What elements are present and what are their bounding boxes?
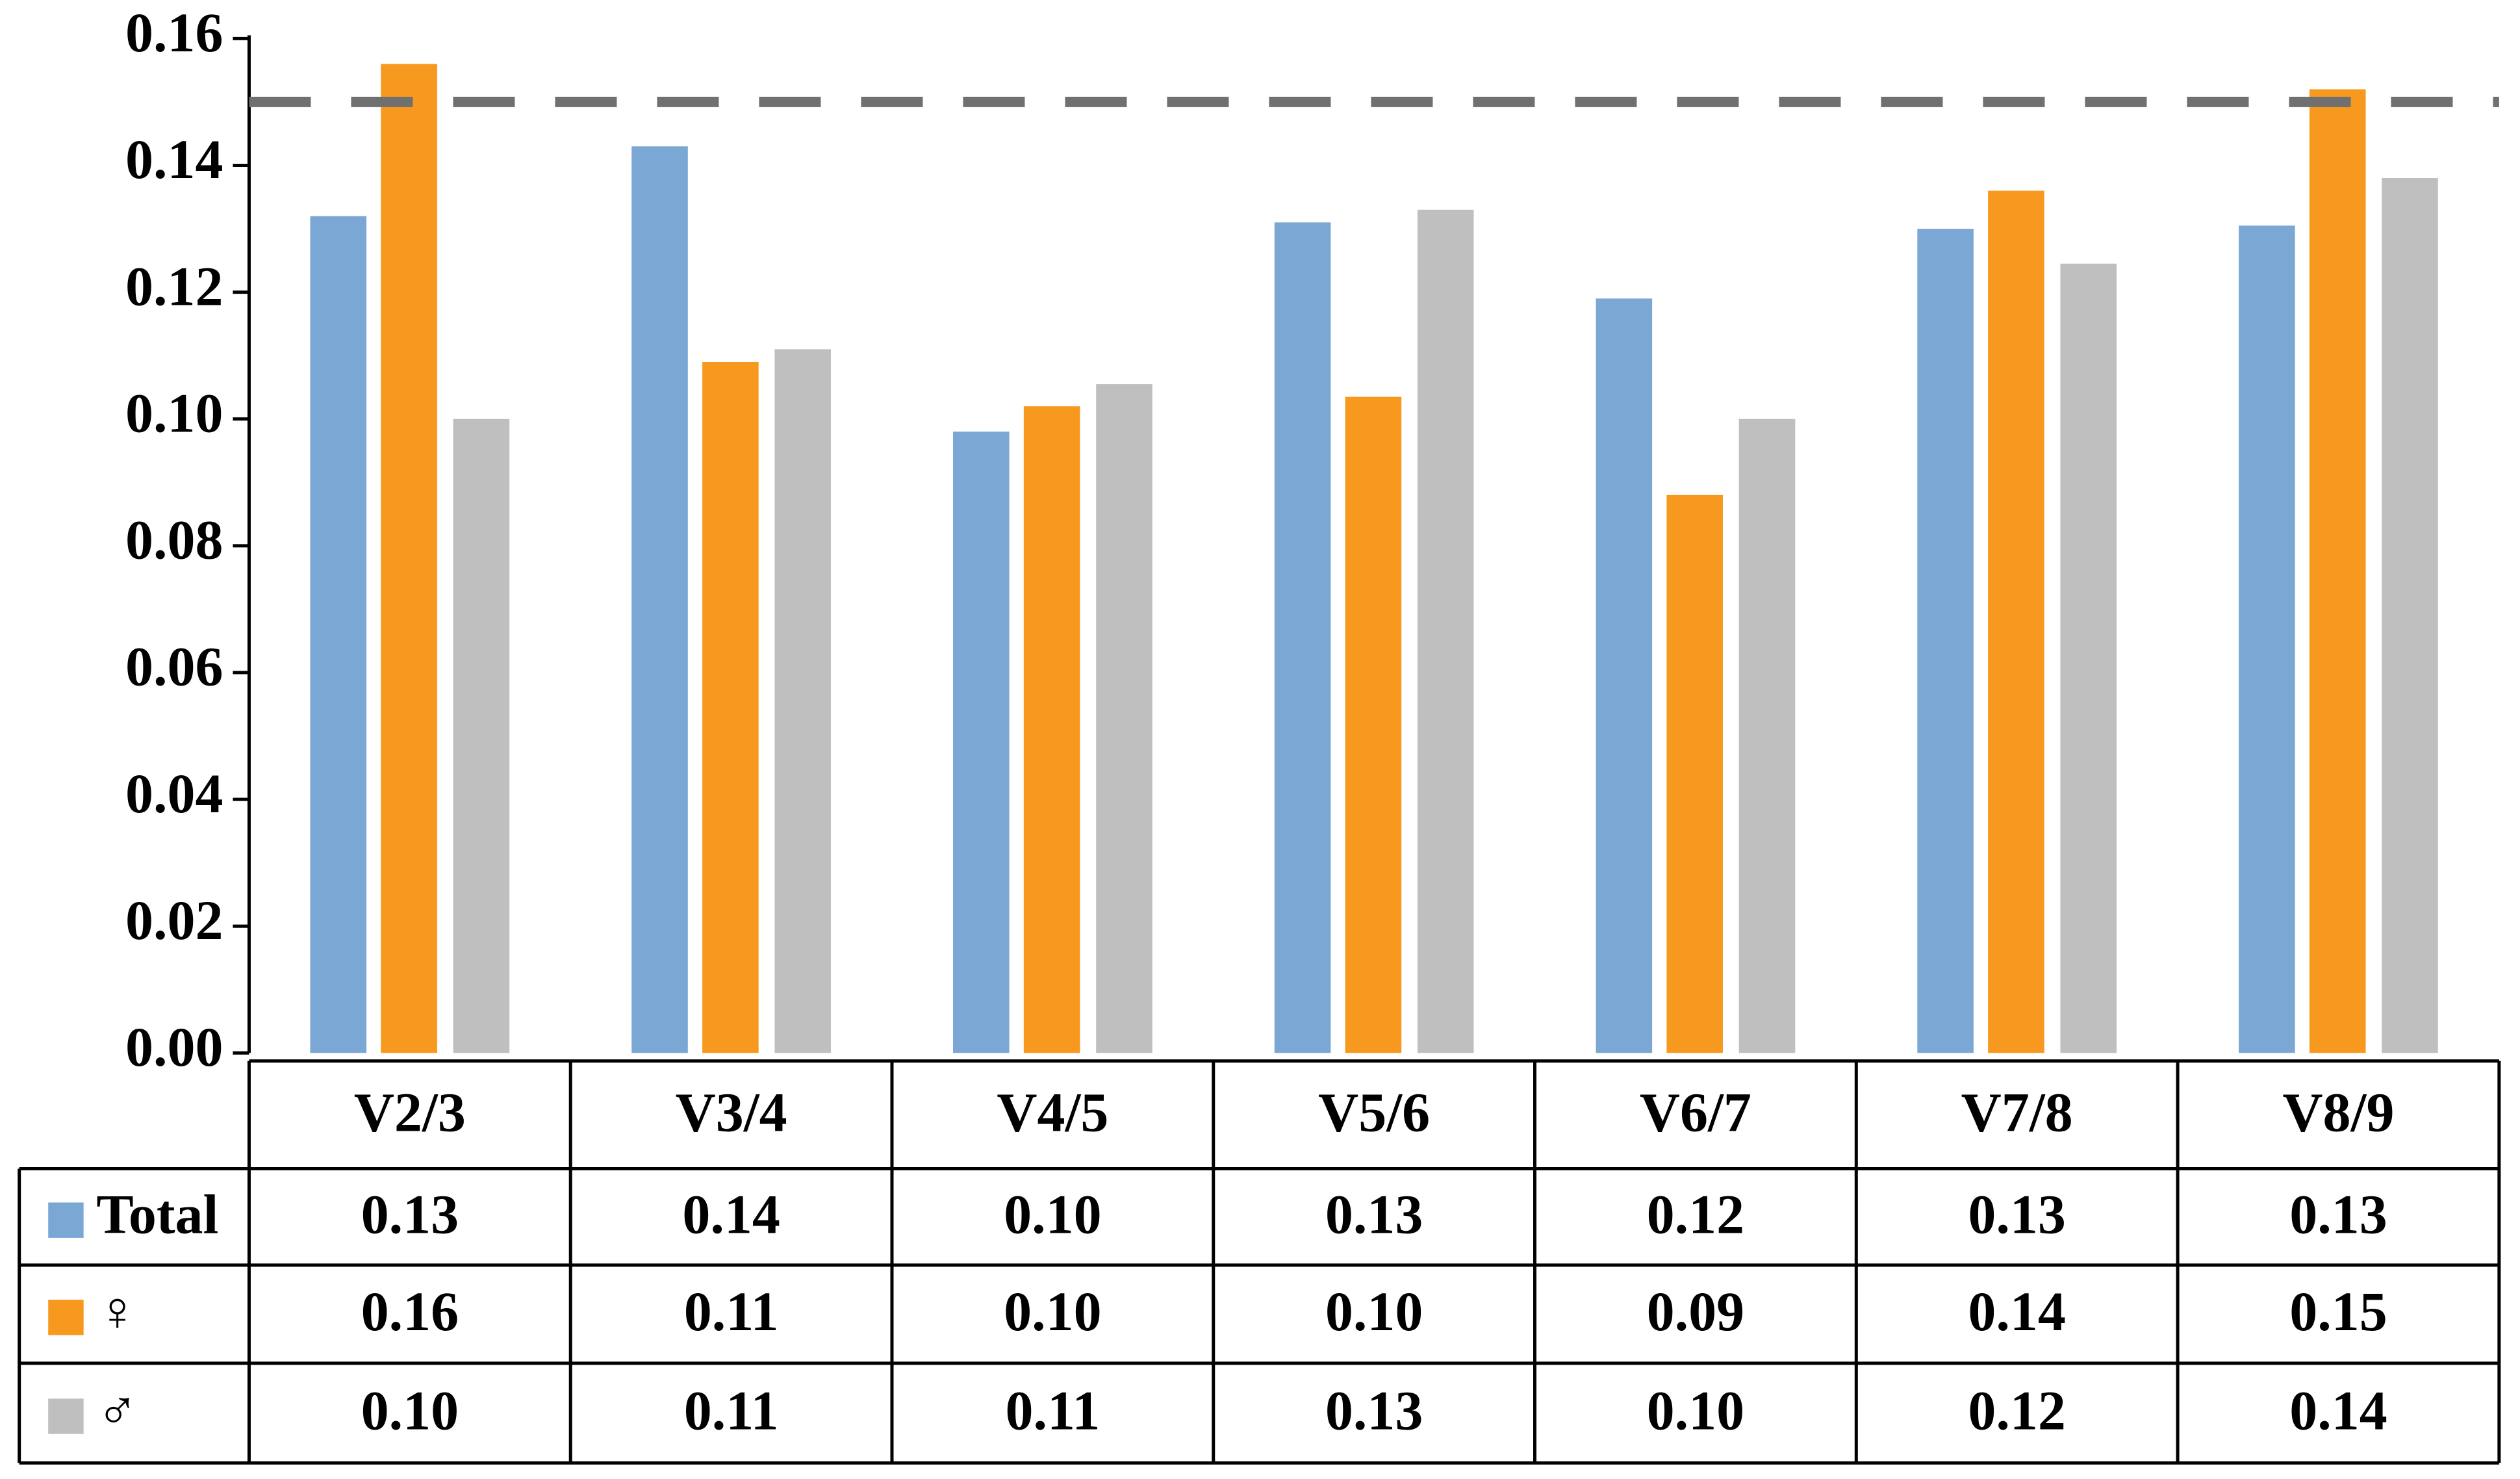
y-tick-label: 0.00 <box>125 1016 223 1078</box>
data-label: 0.13 <box>2289 1183 2387 1245</box>
data-label: 0.12 <box>1647 1183 1745 1245</box>
x-tick-label: V8/9 <box>2282 1081 2394 1143</box>
bar <box>453 418 510 1053</box>
data-label: 0.11 <box>684 1379 779 1441</box>
y-tick-label: 0.02 <box>125 889 223 951</box>
data-label: 0.14 <box>682 1183 780 1245</box>
bar <box>702 361 759 1053</box>
bar <box>1738 418 1796 1053</box>
legend-label: Total <box>96 1183 218 1245</box>
bar <box>1917 229 1974 1053</box>
bar <box>1417 209 1474 1053</box>
bar <box>2382 178 2438 1053</box>
bar <box>1023 406 1080 1053</box>
bar <box>2060 263 2117 1053</box>
legend-swatch <box>48 1300 84 1335</box>
x-tick-label: V4/5 <box>997 1081 1108 1143</box>
bar <box>952 431 1010 1053</box>
data-label: 0.10 <box>361 1379 459 1441</box>
data-label: 0.12 <box>1968 1379 2066 1441</box>
bar <box>1988 190 2044 1053</box>
data-label: 0.11 <box>1005 1379 1100 1441</box>
bar <box>310 216 367 1053</box>
data-label: 0.15 <box>2289 1280 2387 1343</box>
y-tick-label: 0.12 <box>125 255 223 317</box>
bar <box>1666 495 1723 1053</box>
data-label: 0.16 <box>361 1280 459 1343</box>
data-label: 0.13 <box>1968 1183 2066 1245</box>
bar <box>1096 384 1152 1053</box>
x-tick-label: V6/7 <box>1640 1081 1751 1143</box>
bar <box>631 146 688 1053</box>
x-tick-label: V5/6 <box>1318 1081 1430 1143</box>
data-label: 0.10 <box>1004 1280 1102 1343</box>
legend-swatch <box>48 1398 84 1434</box>
data-label: 0.13 <box>1325 1379 1423 1441</box>
bar <box>381 64 437 1053</box>
data-label: 0.11 <box>684 1280 779 1343</box>
y-tick-label: 0.10 <box>125 381 223 444</box>
data-label: 0.13 <box>1325 1183 1423 1245</box>
y-tick-label: 0.14 <box>125 128 223 190</box>
legend-label: ♀ <box>96 1280 138 1343</box>
data-label: 0.13 <box>361 1183 459 1245</box>
x-tick-label: V3/4 <box>676 1081 787 1143</box>
data-label: 0.10 <box>1004 1183 1102 1245</box>
x-tick-label: V7/8 <box>1961 1081 2073 1143</box>
y-tick-label: 0.06 <box>125 636 223 698</box>
bar <box>1596 298 1653 1053</box>
bar <box>2239 225 2295 1053</box>
bar <box>774 349 831 1053</box>
data-label: 0.14 <box>1968 1280 2066 1343</box>
data-label: 0.14 <box>2289 1379 2387 1441</box>
bar <box>1274 222 1331 1053</box>
bar <box>1345 396 1402 1053</box>
legend-label: ♂ <box>96 1379 138 1441</box>
x-tick-label: V2/3 <box>354 1081 466 1143</box>
y-tick-label: 0.08 <box>125 509 223 571</box>
data-label: 0.09 <box>1647 1280 1745 1343</box>
bar <box>2309 89 2366 1053</box>
legend-swatch <box>48 1202 84 1238</box>
data-label: 0.10 <box>1647 1379 1745 1441</box>
y-tick-label: 0.04 <box>125 762 223 825</box>
data-label: 0.10 <box>1325 1280 1423 1343</box>
y-tick-label: 0.16 <box>125 1 223 64</box>
